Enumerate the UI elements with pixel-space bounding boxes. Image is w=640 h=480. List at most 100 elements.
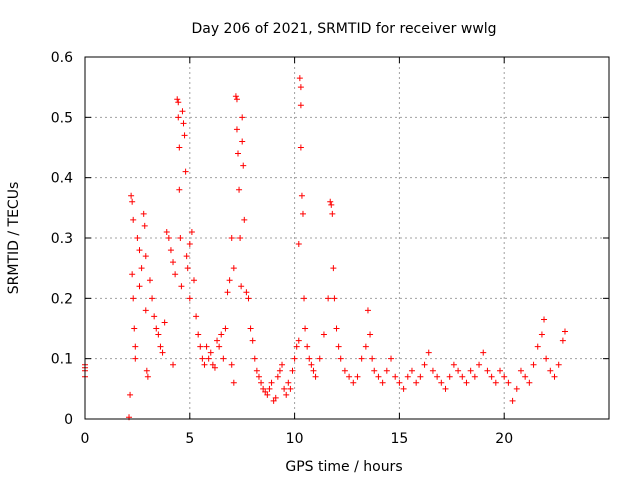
data-point — [467, 367, 474, 374]
data-point — [327, 198, 334, 205]
x-tick-label: 20 — [495, 431, 513, 447]
data-point — [144, 373, 151, 380]
data-point — [383, 367, 390, 374]
data-point — [364, 307, 371, 314]
data-point — [413, 379, 420, 386]
data-point — [333, 325, 340, 332]
data-point — [379, 379, 386, 386]
data-point — [350, 379, 357, 386]
data-point — [134, 235, 141, 241]
y-tick-label: 0.1 — [51, 352, 73, 368]
data-point — [268, 379, 275, 386]
data-point — [151, 313, 158, 320]
data-point — [417, 373, 424, 380]
data-point — [297, 84, 304, 91]
data-point — [180, 120, 187, 127]
data-point — [320, 331, 327, 338]
data-point — [178, 283, 185, 290]
data-point — [236, 186, 243, 193]
data-point — [163, 228, 170, 235]
data-point — [517, 367, 524, 374]
data-point — [153, 325, 160, 332]
data-point — [492, 379, 499, 386]
data-point — [561, 328, 568, 335]
data-point — [188, 228, 195, 235]
data-point — [335, 343, 342, 350]
data-point — [264, 391, 271, 398]
data-point — [358, 355, 365, 362]
data-point — [287, 385, 294, 392]
data-point — [199, 355, 206, 362]
data-point — [161, 319, 168, 326]
data-point — [362, 343, 369, 350]
data-point — [341, 367, 348, 374]
data-point — [509, 397, 516, 404]
data-point — [167, 247, 174, 254]
axis-ticks: 0 5 10 15 20 0 0.1 0.2 0.3 0.4 0.5 0.6 — [51, 50, 609, 447]
data-point — [149, 295, 156, 302]
data-point — [262, 388, 269, 395]
data-point — [274, 373, 281, 380]
data-point — [297, 144, 304, 151]
data-point — [442, 385, 449, 392]
data-point — [241, 216, 248, 223]
data-point — [301, 295, 308, 302]
data-point — [260, 385, 267, 392]
y-tick-label: 0.4 — [51, 171, 73, 187]
data-point — [304, 343, 311, 350]
data-point — [222, 325, 229, 332]
data-point — [141, 222, 148, 229]
data-point — [400, 385, 407, 392]
data-point — [555, 361, 562, 368]
data-point — [226, 277, 233, 284]
data-point — [296, 75, 303, 82]
data-point — [230, 379, 237, 386]
data-point — [306, 355, 313, 362]
data-point — [522, 373, 529, 380]
data-point — [547, 367, 554, 374]
data-point — [247, 325, 254, 332]
data-point — [258, 379, 265, 386]
data-point — [211, 364, 218, 371]
data-point — [325, 295, 332, 302]
data-point — [497, 367, 504, 374]
data-point — [240, 162, 247, 169]
data-point — [176, 186, 183, 193]
data-point — [155, 331, 162, 338]
data-point — [281, 385, 288, 392]
data-point — [203, 343, 210, 350]
y-tick-label: 0 — [64, 412, 73, 428]
chart-title: Day 206 of 2021, SRMTID for receiver wwl… — [191, 21, 496, 37]
data-point — [142, 253, 149, 260]
data-point — [243, 289, 250, 296]
data-point — [513, 385, 520, 392]
data-point — [177, 235, 184, 241]
data-point — [176, 144, 183, 151]
data-point — [270, 397, 277, 404]
data-point — [310, 367, 317, 374]
data-point — [195, 331, 202, 338]
data-point — [480, 349, 487, 356]
data-point — [182, 168, 189, 175]
data-point — [172, 271, 179, 278]
data-point — [138, 265, 145, 272]
data-point — [272, 394, 279, 401]
data-point — [228, 361, 235, 368]
data-point — [559, 337, 566, 344]
data-point — [291, 355, 298, 362]
y-axis-title: SRMTID / TECUs — [6, 182, 22, 295]
data-point — [459, 373, 466, 380]
data-point — [205, 355, 212, 362]
data-point — [484, 367, 491, 374]
data-point — [143, 367, 150, 374]
data-point — [295, 337, 302, 344]
data-point — [331, 295, 338, 302]
data-point — [237, 235, 244, 241]
data-point — [239, 114, 246, 121]
data-point — [369, 355, 376, 362]
data-point — [463, 379, 470, 386]
data-point — [446, 373, 453, 380]
data-point — [538, 331, 545, 338]
data-point — [214, 337, 221, 344]
